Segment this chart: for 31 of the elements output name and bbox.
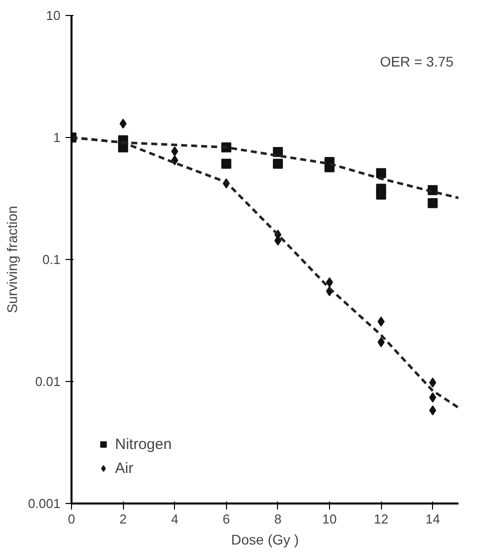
x-tick-label: 8: [274, 512, 282, 526]
point: [429, 405, 436, 416]
point: [376, 190, 386, 200]
point: [429, 378, 436, 388]
x-tick-label: 10: [322, 512, 337, 526]
y-tick-label: 0.001: [28, 496, 61, 511]
point: [120, 118, 127, 129]
y-tick-label: 10: [46, 8, 61, 23]
legend-label: Nitrogen: [115, 436, 172, 452]
y-tick-label: 0.01: [35, 374, 61, 389]
point: [429, 392, 436, 402]
x-tick-label: 12: [374, 512, 388, 526]
x-tick-label: 4: [171, 512, 178, 526]
legend-label: Air: [115, 460, 134, 476]
x-tick-label: 14: [425, 512, 440, 526]
y-tick-label: 0.1: [42, 252, 61, 267]
x-axis-title: Dose (Gy ): [231, 532, 299, 548]
x-tick-label: 0: [68, 512, 76, 526]
y-tick-label: 1: [53, 130, 61, 145]
point: [378, 337, 385, 348]
point: [428, 198, 438, 208]
point: [171, 146, 178, 156]
y-axis-title: Surviving fraction: [4, 206, 20, 314]
point: [272, 158, 283, 169]
annotation: OER = 3.75: [380, 54, 454, 70]
point: [376, 168, 386, 178]
point: [221, 158, 232, 169]
x-tick-label: 6: [222, 512, 230, 526]
x-tick-label: 2: [119, 512, 127, 526]
point: [378, 316, 385, 327]
point: [118, 142, 128, 152]
